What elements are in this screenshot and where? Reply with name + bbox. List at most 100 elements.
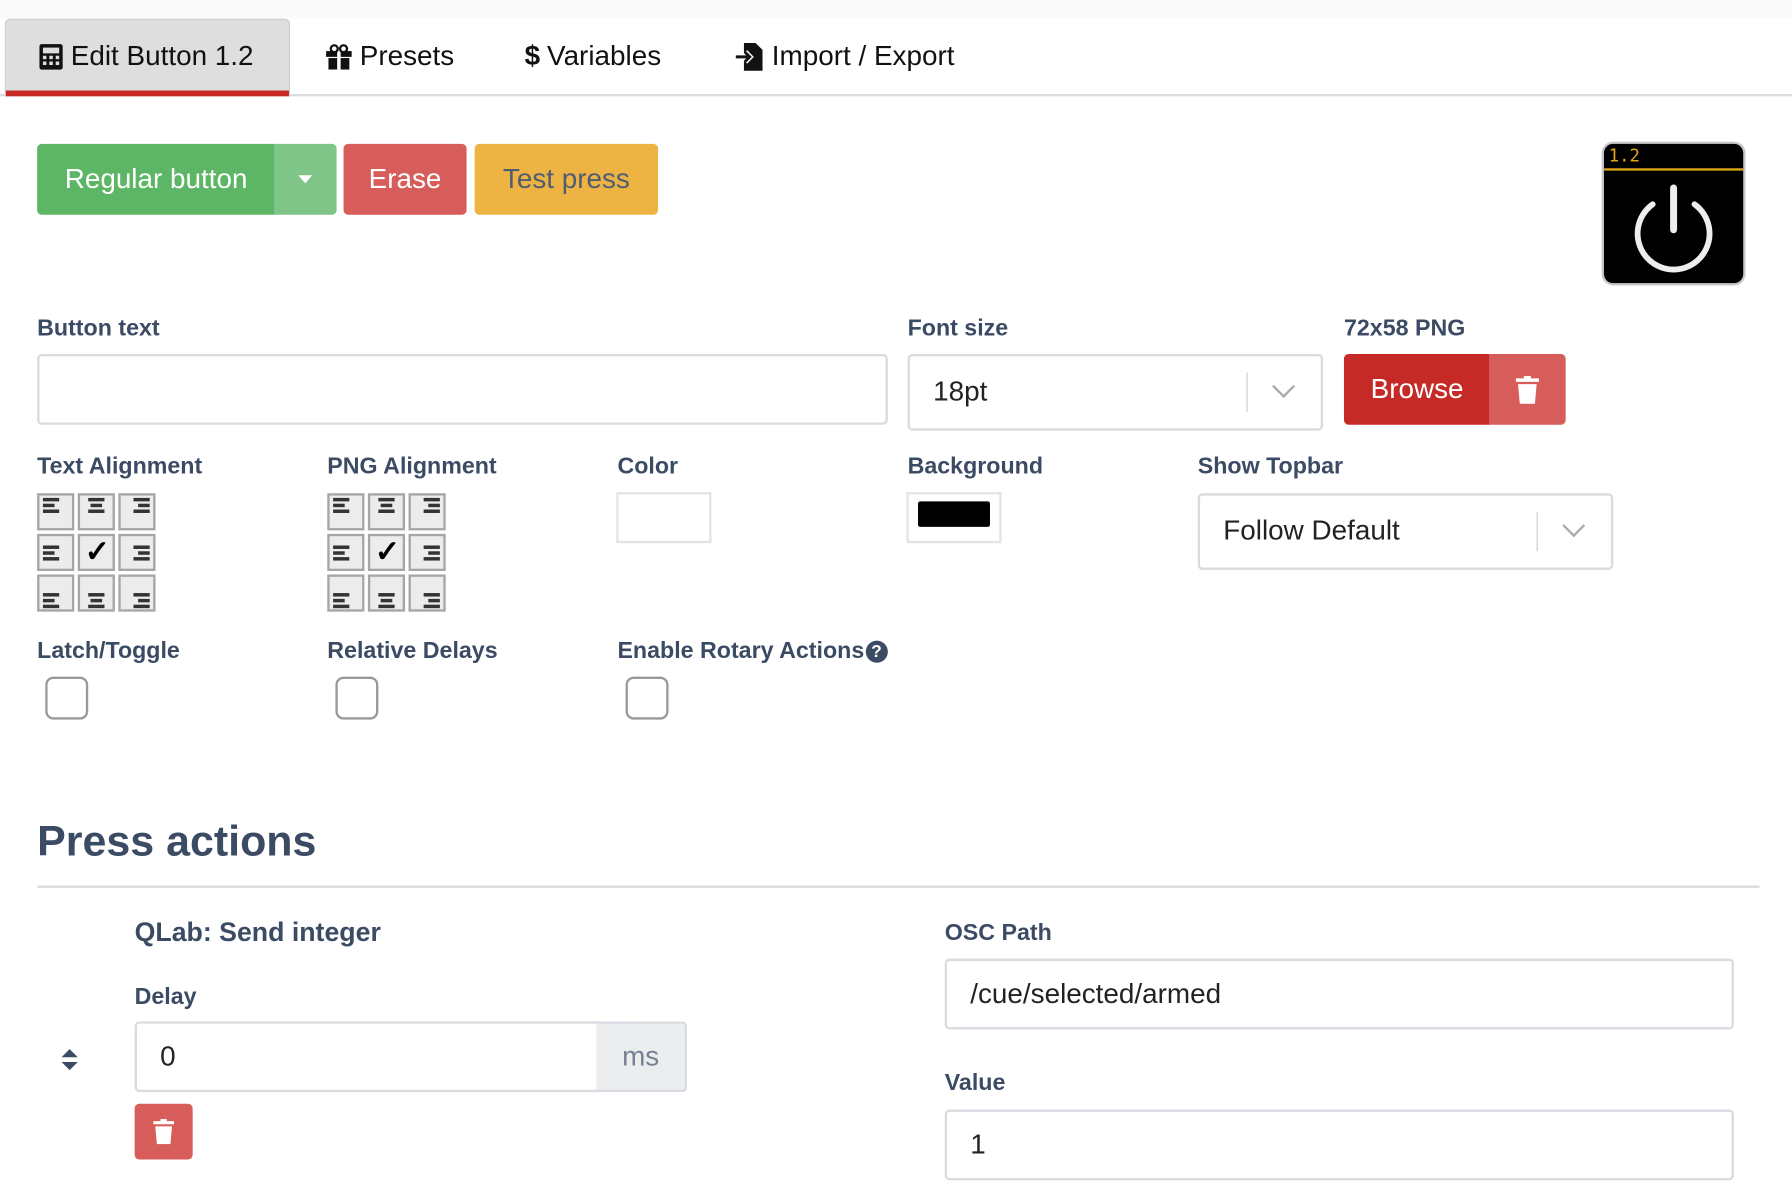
png-alignment-label: PNG Alignment	[327, 453, 497, 480]
value-label: Value	[944, 1070, 1006, 1096]
delay-input[interactable]: 0	[134, 1021, 599, 1093]
background-label: Background	[907, 453, 1044, 480]
align-line-icon	[378, 509, 395, 513]
browse-label: Browse	[1370, 373, 1464, 405]
align-bottom-right[interactable]	[118, 574, 156, 612]
background-swatch	[918, 501, 990, 527]
relative-delays-checkbox[interactable]	[335, 676, 379, 720]
font-size-value: 18pt	[933, 376, 988, 408]
test-press-button[interactable]: Test press	[474, 143, 659, 215]
delete-action-button[interactable]	[134, 1103, 193, 1160]
align-line-icon	[333, 497, 350, 502]
osc-path-label: OSC Path	[944, 920, 1052, 946]
align-top-center[interactable]	[367, 493, 406, 531]
align-line-icon	[42, 545, 60, 549]
align-line-icon	[380, 598, 393, 603]
dollar-icon: $	[524, 40, 541, 72]
tab-label: Presets	[359, 40, 455, 72]
browse-button[interactable]: Browse	[1343, 353, 1491, 425]
align-line-icon	[428, 551, 440, 555]
align-line-icon	[90, 503, 103, 508]
align-line-icon	[133, 497, 150, 502]
align-bottom-right[interactable]	[408, 574, 446, 612]
button-text-label: Button text	[37, 315, 160, 342]
rotary-label: Enable Rotary Actions?	[617, 638, 888, 665]
button-type-label: Regular button	[64, 163, 248, 195]
button-type-button[interactable]: Regular button	[37, 143, 276, 215]
latch-label: Latch/Toggle	[37, 638, 180, 664]
align-bottom-left[interactable]	[327, 574, 365, 612]
show-topbar-value: Follow Default	[1223, 515, 1400, 547]
align-line-icon	[423, 604, 440, 609]
select-divider	[1246, 372, 1248, 413]
value-input[interactable]: 1	[944, 1109, 1734, 1181]
align-top-right[interactable]	[408, 493, 446, 531]
align-line-icon	[423, 545, 440, 549]
color-picker[interactable]	[616, 492, 712, 544]
align-center-left[interactable]	[327, 533, 365, 572]
align-line-icon	[133, 509, 150, 513]
osc-path-input[interactable]: /cue/selected/armed	[944, 958, 1734, 1030]
text-alignment-grid: ✓	[37, 493, 156, 612]
check-icon: ✓	[374, 533, 401, 569]
align-line-icon	[333, 509, 350, 513]
tab-bar: Edit Button 1.2 Presets $ Variables Impo…	[0, 18, 1792, 97]
rotary-checkbox[interactable]	[625, 676, 669, 720]
align-top-right[interactable]	[118, 493, 156, 531]
align-line-icon	[42, 503, 55, 508]
preview-page-label: 1.2	[1608, 145, 1641, 166]
tab-label: Import / Export	[771, 40, 955, 72]
align-line-icon	[138, 598, 150, 603]
align-bottom-center[interactable]	[77, 574, 115, 612]
tab-variables[interactable]: $ Variables	[525, 19, 662, 94]
align-center-left[interactable]	[37, 533, 75, 572]
divider	[37, 885, 1760, 888]
align-bottom-center[interactable]	[367, 574, 406, 612]
relative-delays-label: Relative Delays	[327, 638, 498, 664]
align-line-icon	[333, 551, 345, 555]
align-line-icon	[42, 604, 60, 609]
align-line-icon	[333, 557, 350, 561]
color-label: Color	[617, 453, 679, 480]
align-top-left[interactable]	[37, 493, 75, 531]
background-color-picker[interactable]	[906, 492, 1002, 544]
align-line-icon	[333, 503, 345, 508]
delay-label: Delay	[134, 984, 197, 1010]
align-line-icon	[428, 503, 440, 508]
align-line-icon	[378, 497, 395, 502]
sort-handle-icon[interactable]	[60, 1048, 79, 1071]
align-line-icon	[90, 598, 103, 603]
calculator-icon	[39, 44, 63, 70]
align-line-icon	[333, 593, 350, 597]
align-line-icon	[42, 551, 55, 555]
button-type-dropdown[interactable]	[273, 143, 337, 215]
rotary-label-text: Enable Rotary Actions	[617, 638, 865, 664]
gift-icon	[326, 43, 352, 70]
align-bottom-left[interactable]	[37, 574, 75, 612]
show-topbar-label: Show Topbar	[1197, 453, 1344, 480]
question-circle-icon[interactable]: ?	[865, 640, 888, 663]
align-line-icon	[333, 545, 350, 549]
align-top-center[interactable]	[77, 493, 115, 531]
png-label: 72x58 PNG	[1343, 315, 1466, 342]
clear-png-button[interactable]	[1489, 353, 1566, 425]
erase-button[interactable]: Erase	[343, 143, 467, 215]
align-center-right[interactable]	[408, 533, 446, 572]
align-center-center[interactable]: ✓	[367, 533, 406, 572]
latch-checkbox[interactable]	[45, 676, 89, 720]
align-line-icon	[42, 509, 60, 513]
font-size-select[interactable]: 18pt	[907, 353, 1324, 431]
tab-label: Edit Button 1.2	[70, 40, 254, 72]
show-topbar-select[interactable]: Follow Default	[1197, 493, 1614, 570]
align-top-left[interactable]	[327, 493, 365, 531]
align-line-icon	[378, 604, 395, 609]
align-center-center[interactable]: ✓	[77, 533, 115, 572]
tab-import-export[interactable]: Import / Export	[735, 19, 955, 94]
align-line-icon	[423, 497, 440, 502]
button-text-input[interactable]	[37, 353, 888, 425]
align-line-icon	[88, 497, 105, 502]
tab-presets[interactable]: Presets	[325, 19, 454, 94]
tab-edit-button[interactable]: Edit Button 1.2	[4, 18, 291, 97]
align-line-icon	[423, 509, 440, 513]
align-center-right[interactable]	[118, 533, 156, 572]
